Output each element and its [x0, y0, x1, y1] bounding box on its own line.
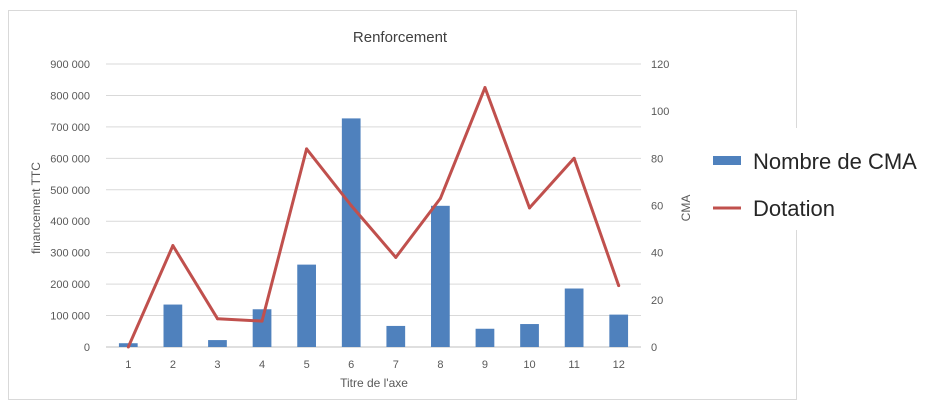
bar	[341, 118, 361, 347]
right-axis-label: CMA	[679, 195, 693, 222]
x-axis-ticks: 1 2 3 4 5 6 7 8 9 10 11 12	[125, 359, 625, 371]
line-point	[215, 317, 219, 321]
right-tick-label: 40	[651, 248, 663, 260]
x-tick-label: 11	[568, 359, 579, 371]
line-point	[305, 147, 309, 151]
line-point	[483, 86, 487, 90]
right-tick-label: 0	[651, 342, 657, 354]
bar	[520, 324, 539, 347]
x-tick-label: 2	[170, 359, 176, 371]
bar-series	[118, 118, 629, 347]
bar	[386, 325, 406, 347]
line-point	[572, 156, 576, 160]
x-tick-label: 4	[259, 359, 265, 371]
chart-title: Renforcement	[353, 29, 448, 46]
x-tick-label: 5	[304, 359, 310, 371]
left-axis-label: financement TTC	[29, 162, 43, 254]
left-tick-label: 100 000	[50, 311, 90, 323]
x-axis-label: Titre de l'axe	[340, 376, 408, 390]
line-point	[528, 206, 532, 210]
bar	[297, 264, 316, 347]
right-tick-label: 60	[651, 201, 663, 213]
bar	[475, 328, 495, 347]
legend-label-line: Dotation	[753, 196, 835, 221]
x-tick-label: 7	[393, 359, 399, 371]
left-tick-label: 900 000	[50, 59, 90, 71]
right-axis-ticks: 0 20 40 60 80 100 120	[651, 59, 669, 354]
x-tick-label: 1	[125, 359, 131, 371]
left-tick-label: 700 000	[50, 122, 90, 134]
line-point	[394, 255, 398, 259]
line-series	[126, 86, 621, 349]
line-point	[171, 244, 175, 248]
x-tick-label: 9	[482, 359, 488, 371]
left-tick-label: 200 000	[50, 279, 90, 291]
bar	[208, 340, 227, 347]
bar	[564, 288, 584, 347]
left-tick-label: 600 000	[50, 153, 90, 165]
line-point	[617, 284, 621, 288]
legend-label-bars: Nombre de CMA	[753, 149, 917, 174]
bar	[431, 205, 450, 347]
line-point	[438, 196, 442, 200]
left-tick-label: 500 000	[50, 185, 90, 197]
bar	[609, 314, 629, 347]
right-tick-label: 100	[651, 106, 669, 118]
line-point	[349, 204, 353, 207]
legend: Nombre de CMA Dotation	[700, 128, 944, 230]
x-tick-label: 12	[613, 359, 625, 371]
left-tick-label: 300 000	[50, 248, 90, 260]
gridlines	[106, 63, 641, 348]
left-tick-label: 400 000	[50, 216, 90, 228]
right-tick-label: 80	[651, 153, 663, 165]
dotation-line	[126, 86, 621, 348]
line-point	[260, 319, 264, 323]
x-tick-label: 8	[437, 359, 443, 371]
line-point	[126, 345, 130, 349]
x-tick-label: 3	[214, 359, 220, 371]
right-tick-label: 120	[651, 59, 669, 71]
x-tick-label: 6	[348, 359, 354, 371]
x-tick-label: 10	[523, 359, 535, 371]
left-axis-ticks: 0 100 000 200 000 300 000 400 000 500 000 600 …	[50, 59, 90, 354]
bar	[163, 304, 183, 347]
legend-swatch-bars	[713, 156, 741, 165]
left-tick-label: 800 000	[50, 90, 90, 102]
left-tick-label: 0	[84, 342, 90, 354]
right-tick-label: 20	[651, 295, 663, 307]
bar	[252, 309, 272, 347]
